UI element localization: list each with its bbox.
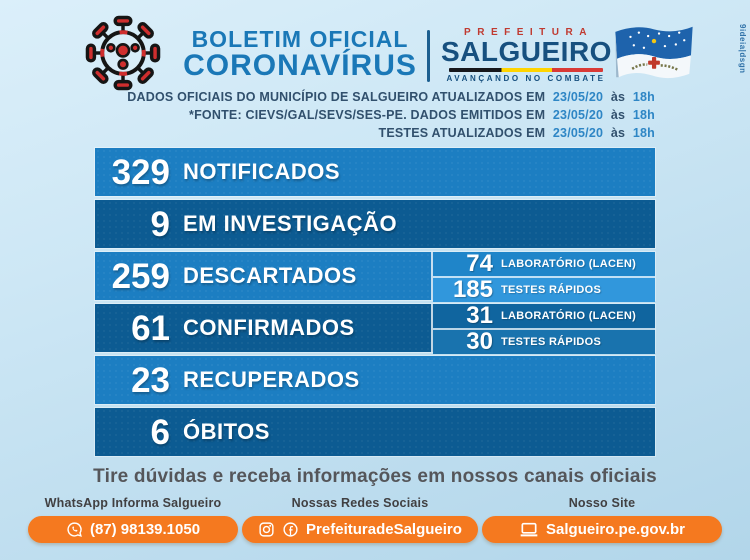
info-date: 23/05/20 [552, 108, 604, 122]
info-date: 23/05/20 [552, 90, 604, 104]
bulletin-title: BOLETIM OFICIAL CORONAVÍRUS [178, 27, 422, 81]
stat-subvalue: 74 [466, 250, 493, 277]
info-line: *FONTE: CIEVS/GAL/SEVS/SES-PE. DADOS EMI… [95, 106, 655, 124]
info-text: DADOS OFICIAIS DO MUNICÍPIO DE SALGUEIRO… [127, 90, 546, 104]
title-line-1: BOLETIM OFICIAL [191, 26, 409, 52]
stat-label: ÓBITOS [183, 419, 270, 444]
stat-value: 9 [150, 204, 170, 244]
title-line-2: CORONAVÍRUS [183, 49, 417, 83]
stat-subvalue: 185 [452, 276, 493, 303]
logo-salgueiro-text: SALGUEIRO [441, 36, 612, 67]
whatsapp-button[interactable]: (87) 98139.1050 [28, 516, 238, 543]
stat-sublabel: TESTES RÁPIDOS [501, 336, 602, 348]
stat-row-confirmados: 61 CONFIRMADOS 31 LABORATÓRIO (LACEN) 30… [95, 304, 655, 354]
info-time: 18h [632, 108, 655, 122]
stat-sublabel: TESTES RÁPIDOS [501, 284, 602, 296]
info-time: 18h [632, 126, 655, 140]
stat-subrow-laboratorio: 31 LABORATÓRIO (LACEN) [433, 304, 655, 328]
stat-label: CONFIRMADOS [183, 315, 355, 340]
stat-label: DESCARTADOS [183, 263, 357, 288]
coronavirus-icon [85, 15, 161, 91]
stat-label: EM INVESTIGAÇÃO [183, 211, 398, 236]
info-connector: às [610, 108, 626, 122]
header-divider [427, 30, 430, 82]
whatsapp-number: (87) 98139.1050 [89, 521, 201, 538]
channel-website: Nosso Site Salgueiro.pe.gov.br [482, 496, 722, 543]
stat-sublabel: LABORATÓRIO (LACEN) [501, 258, 637, 270]
channel-label: WhatsApp Informa Salgueiro [44, 496, 222, 510]
instagram-icon [259, 522, 274, 537]
info-time: 18h [632, 90, 655, 104]
stat-value: 61 [131, 308, 170, 348]
stat-value: 329 [111, 152, 170, 192]
stat-row-notificados: 329 NOTIFICADOS [95, 148, 655, 196]
channel-social: Nossas Redes Sociais PrefeituradeSalguei… [242, 496, 478, 543]
info-connector: às [610, 90, 626, 104]
stat-row-obitos: 6 ÓBITOS [95, 408, 655, 456]
prefeitura-logo: PREFEITURA SALGUEIRO AVANÇANDO NO COMBAT… [441, 27, 611, 83]
stat-subrow-laboratorio: 74 LABORATÓRIO (LACEN) [433, 252, 655, 276]
stat-value: 259 [111, 256, 170, 296]
stat-value: 23 [131, 360, 170, 400]
laptop-icon [520, 522, 538, 537]
logo-tagline: AVANÇANDO NO COMBATE [446, 74, 606, 83]
stat-subrow-testes-rapidos: 185 TESTES RÁPIDOS [433, 276, 655, 302]
stat-sublabel: LABORATÓRIO (LACEN) [501, 310, 637, 322]
channel-label: Nossas Redes Sociais [291, 496, 429, 510]
info-connector: às [610, 126, 626, 140]
website-button[interactable]: Salgueiro.pe.gov.br [482, 516, 722, 543]
salgueiro-flag-icon [615, 26, 693, 79]
stat-row-em-investigacao: 9 EM INVESTIGAÇÃO [95, 200, 655, 248]
social-media-button[interactable]: PrefeituradeSalgueiro [242, 516, 478, 543]
info-text: TESTES ATUALIZADOS EM [378, 126, 546, 140]
data-source-info: DADOS OFICIAIS DO MUNICÍPIO DE SALGUEIRO… [95, 88, 655, 142]
statistics-list: 329 NOTIFICADOS 9 EM INVESTIGAÇÃO 259 DE… [95, 148, 655, 460]
footer-headline: Tire dúvidas e receba informações em nos… [93, 466, 657, 487]
channel-whatsapp: WhatsApp Informa Salgueiro (87) 98139.10… [28, 496, 238, 543]
official-channels: WhatsApp Informa Salgueiro (87) 98139.10… [28, 496, 722, 543]
stat-label: RECUPERADOS [183, 367, 360, 392]
stat-value: 6 [150, 412, 170, 452]
stat-subpanel: 74 LABORATÓRIO (LACEN) 185 TESTES RÁPIDO… [431, 252, 655, 302]
stat-row-recuperados: 23 RECUPERADOS [95, 356, 655, 404]
website-url: Salgueiro.pe.gov.br [546, 521, 685, 538]
channel-label: Nosso Site [568, 496, 636, 510]
info-line: DADOS OFICIAIS DO MUNICÍPIO DE SALGUEIRO… [95, 88, 655, 106]
stat-subvalue: 30 [466, 328, 493, 355]
stat-subpanel: 31 LABORATÓRIO (LACEN) 30 TESTES RÁPIDOS [431, 304, 655, 354]
stat-label: NOTIFICADOS [183, 159, 341, 184]
info-date: 23/05/20 [552, 126, 604, 140]
stat-subrow-testes-rapidos: 30 TESTES RÁPIDOS [433, 328, 655, 354]
logo-color-stripe [449, 68, 603, 72]
logo-prefeitura-text: PREFEITURA [464, 27, 593, 38]
info-line: TESTES ATUALIZADOS EM 23/05/20 às 18h [95, 124, 655, 142]
stat-subvalue: 31 [466, 302, 493, 329]
stat-row-descartados: 259 DESCARTADOS 74 LABORATÓRIO (LACEN) 1… [95, 252, 655, 302]
info-text: *FONTE: CIEVS/GAL/SEVS/SES-PE. DADOS EMI… [189, 108, 546, 122]
facebook-icon [283, 522, 298, 537]
designer-watermark: 9ideia|dsgn [738, 24, 747, 74]
whatsapp-icon [67, 522, 82, 537]
social-handle: PrefeituradeSalgueiro [306, 521, 462, 538]
